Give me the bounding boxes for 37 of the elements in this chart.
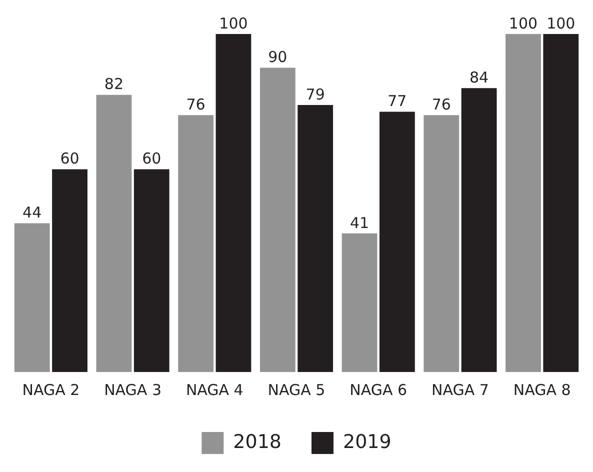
data-label: 60 [142, 150, 162, 168]
data-label: 76 [432, 96, 451, 114]
bar [134, 169, 170, 372]
bar [14, 223, 50, 372]
data-label: 100 [219, 14, 248, 32]
legend-label: 2018 [233, 430, 282, 453]
data-label: 82 [104, 75, 124, 94]
data-label: 77 [388, 92, 407, 110]
x-tick-label: NAGA 4 [186, 380, 244, 399]
x-tick-label: NAGA 3 [104, 380, 162, 399]
bar [342, 233, 378, 372]
bar [298, 104, 334, 372]
bar [543, 34, 579, 372]
x-tick-label: NAGA 6 [350, 380, 408, 399]
data-label: 100 [546, 14, 576, 32]
data-label: 44 [22, 204, 42, 222]
bar [260, 68, 296, 372]
x-tick-label: NAGA 7 [432, 380, 489, 399]
x-tick-label: NAGA 5 [268, 380, 326, 399]
data-label: 79 [306, 85, 325, 104]
bar [461, 88, 497, 372]
data-label: 41 [350, 214, 370, 232]
bar [506, 34, 541, 372]
data-label: 60 [60, 150, 80, 168]
bar [216, 34, 252, 372]
x-tick-label: NAGA 8 [513, 380, 571, 399]
bar [178, 115, 214, 372]
bar [424, 115, 460, 372]
legend-label: 2019 [343, 430, 392, 453]
data-label: 100 [508, 14, 538, 32]
bar [52, 169, 88, 372]
bar [379, 112, 415, 372]
data-label: 84 [469, 68, 489, 86]
bar [96, 94, 132, 372]
x-tick-label: NAGA 2 [22, 380, 80, 399]
data-label: 90 [268, 48, 288, 66]
data-label: 76 [186, 96, 206, 114]
